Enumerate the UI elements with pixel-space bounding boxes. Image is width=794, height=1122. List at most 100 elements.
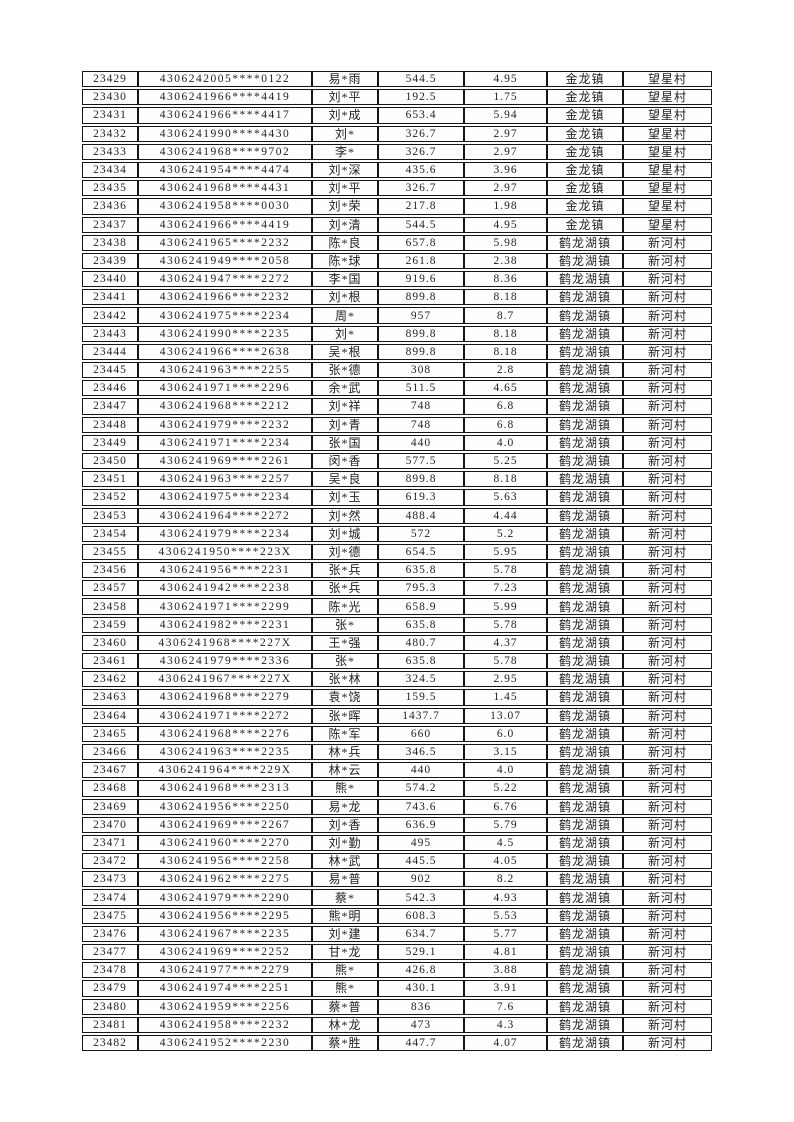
serial-number-cell: 23463 xyxy=(82,689,138,706)
masked-id-number-cell: 4306241968****227X xyxy=(138,634,312,651)
village-cell: 新河村 xyxy=(623,562,712,579)
masked-name-cell: 蔡* xyxy=(312,889,378,906)
village-cell: 新河村 xyxy=(623,434,712,451)
town-cell: 鹤龙湖镇 xyxy=(547,871,623,888)
table-row: 23452 4306241975****2234 刘*玉 619.3 5.63 鹤龙湖镇新… xyxy=(82,489,712,506)
masked-id-number-cell: 4306241966****4419 xyxy=(138,216,312,233)
masked-id-number-cell: 4306241959****2256 xyxy=(138,998,312,1015)
masked-name-cell: 林*武 xyxy=(312,853,378,870)
subsidy-amount-cell: 634.7 xyxy=(378,925,464,942)
town-cell: 鹤龙湖镇 xyxy=(547,434,623,451)
village-cell: 望星村 xyxy=(623,71,712,88)
area-mu-cell: 1.45 xyxy=(464,689,547,706)
masked-name-cell: 易*雨 xyxy=(312,71,378,88)
serial-number-cell: 23473 xyxy=(82,871,138,888)
town-cell: 鹤龙湖镇 xyxy=(547,634,623,651)
area-mu-cell: 5.98 xyxy=(464,234,547,251)
area-mu-cell: 7.6 xyxy=(464,998,547,1015)
masked-name-cell: 李* xyxy=(312,143,378,160)
serial-number-cell: 23481 xyxy=(82,1016,138,1033)
town-cell: 金龙镇 xyxy=(547,216,623,233)
masked-id-number-cell: 4306241975****2234 xyxy=(138,307,312,324)
masked-name-cell: 陈*光 xyxy=(312,598,378,615)
village-cell: 新河村 xyxy=(623,780,712,797)
town-cell: 鹤龙湖镇 xyxy=(547,743,623,761)
masked-id-number-cell: 4306241982****2231 xyxy=(138,616,312,633)
village-cell: 新河村 xyxy=(623,653,712,670)
town-cell: 鹤龙湖镇 xyxy=(547,998,623,1015)
subsidy-amount-cell: 326.7 xyxy=(378,143,464,160)
masked-name-cell: 张* xyxy=(312,653,378,670)
town-cell: 鹤龙湖镇 xyxy=(547,616,623,633)
table-row: 23475 4306241956****2295 熊*明 608.3 5.53 鹤龙湖镇新… xyxy=(82,907,712,924)
serial-number-cell: 23459 xyxy=(82,616,138,633)
masked-id-number-cell: 4306241975****2234 xyxy=(138,489,312,506)
masked-name-cell: 张*国 xyxy=(312,434,378,451)
village-cell: 新河村 xyxy=(623,471,712,488)
town-cell: 鹤龙湖镇 xyxy=(547,271,623,288)
serial-number-cell: 23429 xyxy=(82,71,138,88)
masked-name-cell: 刘*勤 xyxy=(312,834,378,852)
village-cell: 望星村 xyxy=(623,143,712,160)
masked-name-cell: 张*兵 xyxy=(312,580,378,597)
masked-id-number-cell: 4306241956****2295 xyxy=(138,907,312,924)
village-cell: 新河村 xyxy=(623,944,712,961)
table-row: 23476 4306241967****2235 刘*建 634.7 5.77 鹤龙湖镇新… xyxy=(82,925,712,942)
village-cell: 新河村 xyxy=(623,580,712,597)
town-cell: 鹤龙湖镇 xyxy=(547,580,623,597)
table-row: 23464 4306241971****2272 张*晖 1437.7 13.07 鹤龙湖… xyxy=(82,707,712,724)
masked-name-cell: 林*兵 xyxy=(312,743,378,761)
serial-number-cell: 23446 xyxy=(82,380,138,397)
serial-number-cell: 23435 xyxy=(82,180,138,197)
masked-name-cell: 余*武 xyxy=(312,380,378,397)
masked-id-number-cell: 4306241971****2296 xyxy=(138,380,312,397)
area-mu-cell: 4.65 xyxy=(464,380,547,397)
village-cell: 新河村 xyxy=(623,598,712,615)
town-cell: 鹤龙湖镇 xyxy=(547,489,623,506)
village-cell: 新河村 xyxy=(623,1034,712,1052)
serial-number-cell: 23456 xyxy=(82,562,138,579)
village-cell: 新河村 xyxy=(623,925,712,942)
masked-id-number-cell: 4306241968****2279 xyxy=(138,689,312,706)
masked-name-cell: 易*普 xyxy=(312,871,378,888)
table-row: 23432 4306241990****4430 刘* 326.7 2.97 金龙镇 望星村 xyxy=(82,125,712,142)
table-row: 23471 4306241960****2270 刘*勤 495 4.5 鹤龙湖镇 新河村 xyxy=(82,834,712,852)
masked-id-number-cell: 4306241956****2231 xyxy=(138,562,312,579)
subsidy-amount-cell: 636.9 xyxy=(378,816,464,833)
area-mu-cell: 5.79 xyxy=(464,816,547,833)
masked-id-number-cell: 4306241971****2234 xyxy=(138,434,312,451)
area-mu-cell: 1.98 xyxy=(464,198,547,215)
serial-number-cell: 23466 xyxy=(82,743,138,761)
table-row: 23449 4306241971****2234 张*国 440 4.0 鹤龙湖镇 新河村 xyxy=(82,434,712,451)
town-cell: 鹤龙湖镇 xyxy=(547,798,623,815)
masked-name-cell: 陈*良 xyxy=(312,234,378,251)
area-mu-cell: 8.18 xyxy=(464,343,547,360)
subsidy-amount-cell: 577.5 xyxy=(378,452,464,470)
subsidy-amount-cell: 542.3 xyxy=(378,889,464,906)
village-cell: 新河村 xyxy=(623,980,712,997)
subsidy-amount-cell: 836 xyxy=(378,998,464,1015)
village-cell: 新河村 xyxy=(623,762,712,779)
area-mu-cell: 5.78 xyxy=(464,616,547,633)
subsidy-amount-cell: 326.7 xyxy=(378,125,464,142)
village-cell: 新河村 xyxy=(623,962,712,979)
table-row: 23442 4306241975****2234 周* 957 8.7 鹤龙湖镇 新河村 xyxy=(82,307,712,324)
masked-name-cell: 吴*根 xyxy=(312,343,378,360)
masked-id-number-cell: 4306241979****2290 xyxy=(138,889,312,906)
town-cell: 鹤龙湖镇 xyxy=(547,725,623,742)
table-row: 23456 4306241956****2231 张*兵 635.8 5.78 鹤龙湖镇新… xyxy=(82,562,712,579)
serial-number-cell: 23467 xyxy=(82,762,138,779)
table-row: 23473 4306241962****2275 易*普 902 8.2 鹤龙湖镇 新河村 xyxy=(82,871,712,888)
masked-id-number-cell: 4306241971****2272 xyxy=(138,707,312,724)
area-mu-cell: 5.94 xyxy=(464,107,547,124)
village-cell: 新河村 xyxy=(623,252,712,270)
table-row: 23439 4306241949****2058 陈*球 261.8 2.38 鹤龙湖镇新… xyxy=(82,252,712,270)
masked-name-cell: 李*国 xyxy=(312,271,378,288)
serial-number-cell: 23454 xyxy=(82,525,138,542)
masked-id-number-cell: 4306241979****2336 xyxy=(138,653,312,670)
village-cell: 新河村 xyxy=(623,889,712,906)
table-row: 23450 4306241969****2261 闵*香 577.5 5.25 鹤龙湖镇新… xyxy=(82,452,712,470)
area-mu-cell: 4.95 xyxy=(464,71,547,88)
village-cell: 新河村 xyxy=(623,853,712,870)
town-cell: 鹤龙湖镇 xyxy=(547,1016,623,1033)
